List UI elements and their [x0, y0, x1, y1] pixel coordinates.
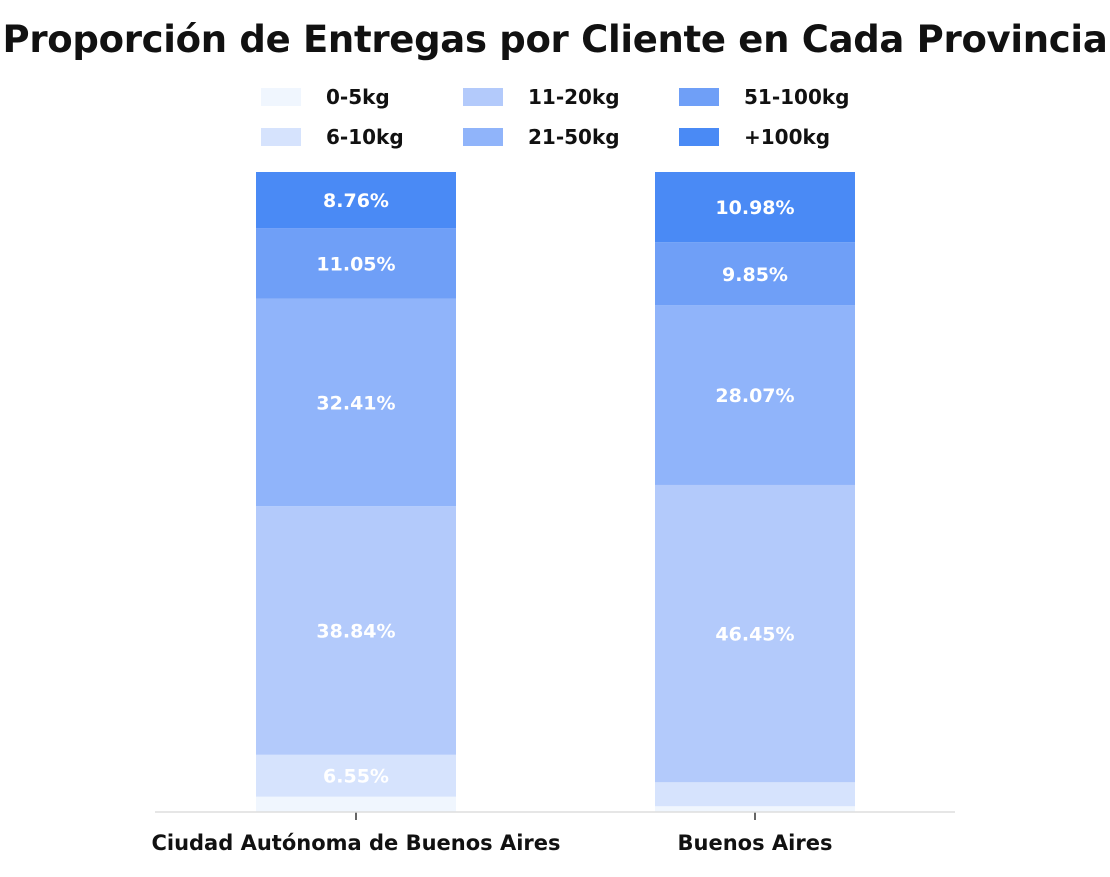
data-label: 11.05%: [316, 253, 395, 275]
legend-swatch: [463, 128, 503, 146]
legend-label: 21-50kg: [528, 125, 620, 149]
legend-label: 51-100kg: [744, 85, 850, 109]
legend-swatch: [261, 88, 301, 106]
legend-label: 11-20kg: [528, 85, 620, 109]
data-label: 46.45%: [715, 624, 794, 646]
legend-item: 11-20kg: [463, 85, 620, 109]
legend-item: 0-5kg: [261, 85, 390, 109]
legend-item: 51-100kg: [679, 85, 850, 109]
bar-segment: [655, 242, 855, 306]
legend-label: 0-5kg: [326, 85, 390, 109]
legend-label: 6-10kg: [326, 125, 404, 149]
legend-item: +100kg: [679, 125, 830, 149]
x-tick-label: Ciudad Autónoma de Buenos Aires: [151, 831, 560, 855]
data-label: 8.76%: [323, 190, 389, 212]
legend-item: 6-10kg: [261, 125, 404, 149]
bar-segment: [655, 484, 855, 783]
bar-segment: [655, 172, 855, 243]
bar-segment: [256, 506, 456, 755]
bar-stack: 46.45% 28.07% 9.85% 10.98%: [655, 172, 855, 812]
data-label: 9.85%: [722, 264, 788, 286]
x-tick-label: Buenos Aires: [678, 831, 833, 855]
legend-label: +100kg: [744, 125, 830, 149]
bar-segment: [256, 796, 456, 812]
bar-segment: [655, 806, 855, 812]
legend-swatch: [679, 128, 719, 146]
data-label: 6.55%: [323, 766, 389, 788]
bar-segment: [655, 305, 855, 485]
legend-swatch: [463, 88, 503, 106]
chart-title: Proporción de Entregas por Cliente en Ca…: [2, 18, 1108, 61]
bar-segment: [256, 754, 456, 797]
legend-swatch: [679, 88, 719, 106]
bar-stack: 6.55% 38.84% 32.41% 11.05% 8.76%: [256, 172, 456, 812]
bar-segment: [655, 782, 855, 807]
data-label: 32.41%: [316, 392, 395, 414]
bar-segment: [256, 298, 456, 507]
data-label: 38.84%: [316, 620, 395, 642]
data-label: 28.07%: [715, 385, 794, 407]
legend-item: 21-50kg: [463, 125, 620, 149]
data-label: 10.98%: [715, 197, 794, 219]
bar-segment: [256, 228, 456, 299]
legend-swatch: [261, 128, 301, 146]
bar-segment: [256, 172, 456, 229]
